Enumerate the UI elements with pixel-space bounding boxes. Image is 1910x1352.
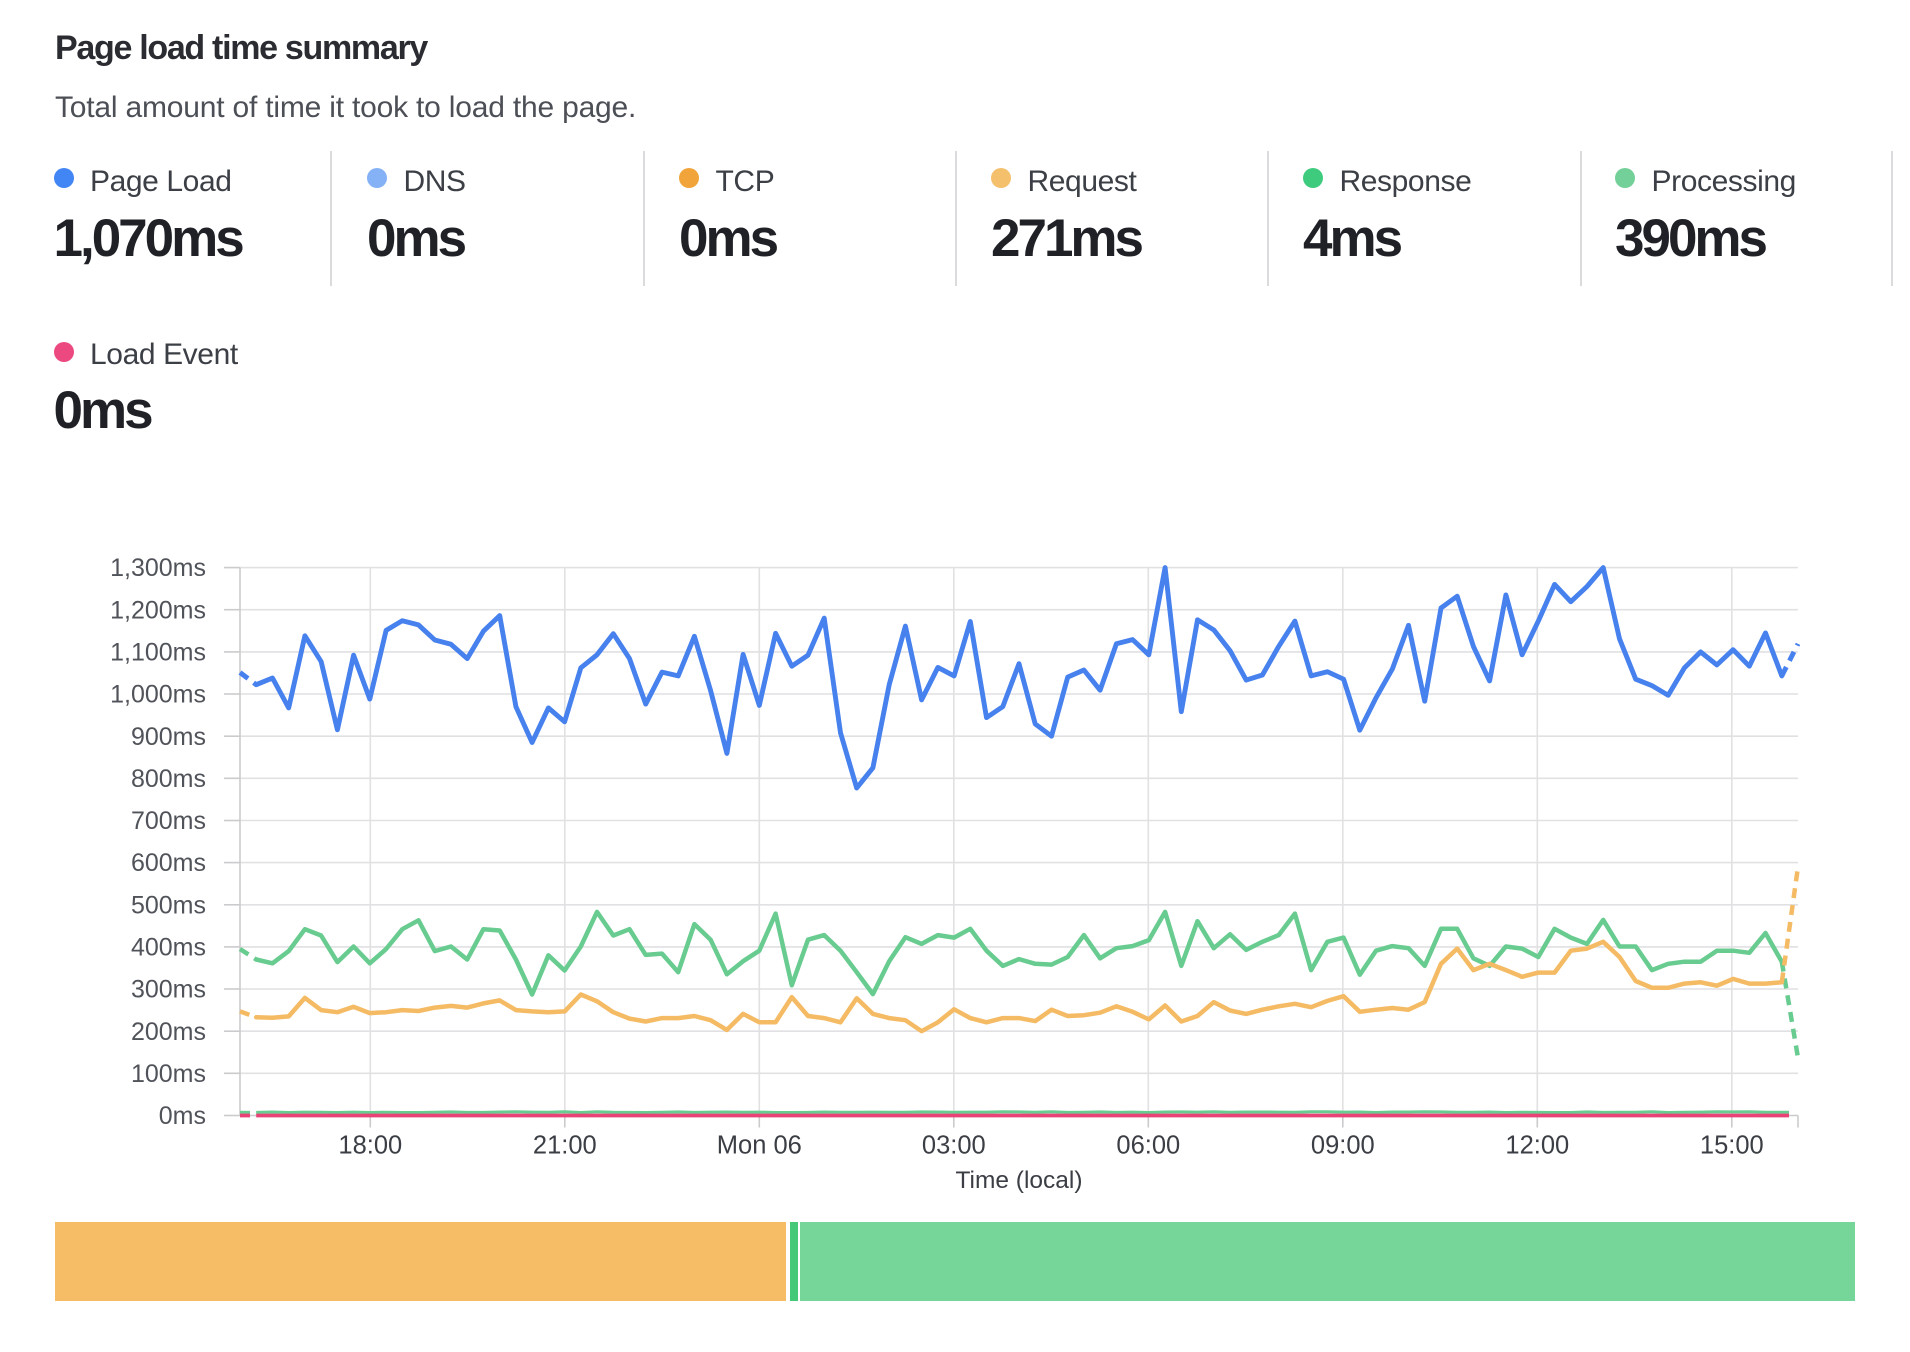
svg-text:18:00: 18:00 <box>338 1132 402 1160</box>
svg-text:09:00: 09:00 <box>1311 1132 1375 1160</box>
svg-text:500ms: 500ms <box>131 891 206 919</box>
svg-text:03:00: 03:00 <box>922 1132 986 1160</box>
svg-text:300ms: 300ms <box>131 976 206 1004</box>
svg-text:900ms: 900ms <box>131 723 206 751</box>
svg-text:06:00: 06:00 <box>1116 1132 1180 1160</box>
svg-text:800ms: 800ms <box>131 765 206 793</box>
svg-text:1,300ms: 1,300ms <box>110 554 206 582</box>
svg-text:15:00: 15:00 <box>1700 1132 1764 1160</box>
svg-text:1,000ms: 1,000ms <box>110 681 206 709</box>
svg-text:0ms: 0ms <box>159 1102 206 1130</box>
svg-text:200ms: 200ms <box>131 1018 206 1046</box>
svg-text:100ms: 100ms <box>131 1060 206 1088</box>
svg-text:1,200ms: 1,200ms <box>110 596 206 624</box>
svg-text:12:00: 12:00 <box>1505 1132 1569 1160</box>
svg-text:21:00: 21:00 <box>533 1132 597 1160</box>
svg-text:1,100ms: 1,100ms <box>110 639 206 667</box>
svg-text:Time (local): Time (local) <box>955 1167 1082 1194</box>
svg-text:Mon 06: Mon 06 <box>717 1132 802 1160</box>
svg-text:700ms: 700ms <box>131 807 206 835</box>
svg-text:600ms: 600ms <box>131 849 206 877</box>
svg-text:400ms: 400ms <box>131 934 206 962</box>
